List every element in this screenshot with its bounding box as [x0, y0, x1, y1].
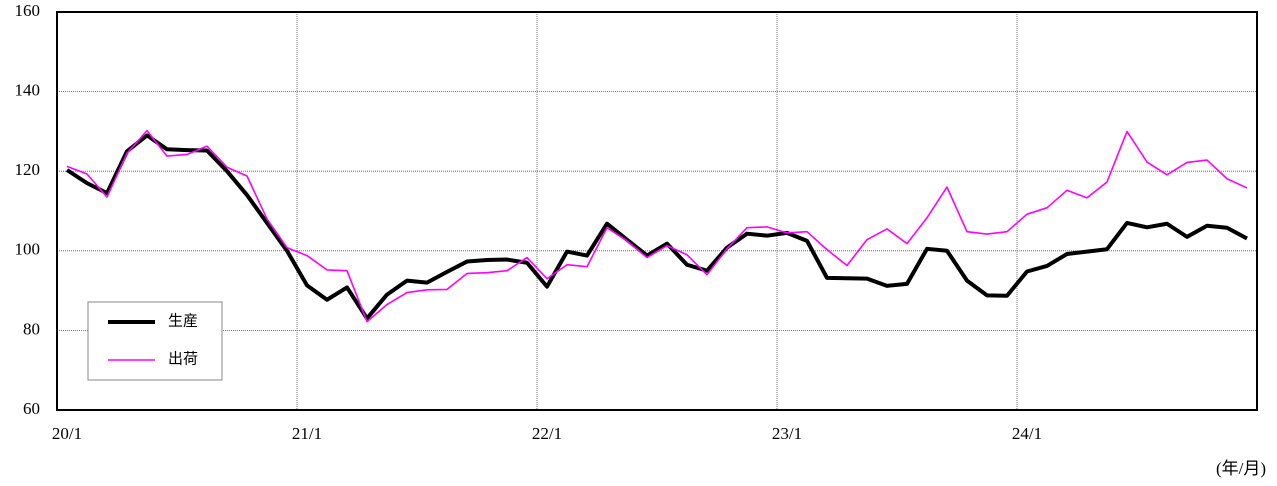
y-tick-label: 80	[23, 319, 40, 338]
x-tick-label: 21/1	[292, 424, 322, 443]
y-tick-label: 60	[23, 399, 40, 418]
y-tick-label: 160	[15, 1, 41, 20]
y-tick-label: 100	[15, 240, 41, 259]
series-line	[66, 129, 1248, 323]
y-tick-label: 140	[15, 81, 41, 100]
x-tick-label: 24/1	[1012, 424, 1042, 443]
legend-label: 出荷	[168, 350, 198, 367]
x-tick-label: 22/1	[532, 424, 562, 443]
legend-label: 生産	[168, 312, 198, 329]
y-tick-label: 120	[15, 160, 41, 179]
legend-box	[87, 301, 223, 381]
x-tick-label: 23/1	[772, 424, 802, 443]
plot-border	[56, 11, 1258, 411]
x-axis-label: (年/月)	[1216, 459, 1266, 478]
x-tick-label: 20/1	[52, 424, 82, 443]
series-line	[65, 133, 1248, 321]
